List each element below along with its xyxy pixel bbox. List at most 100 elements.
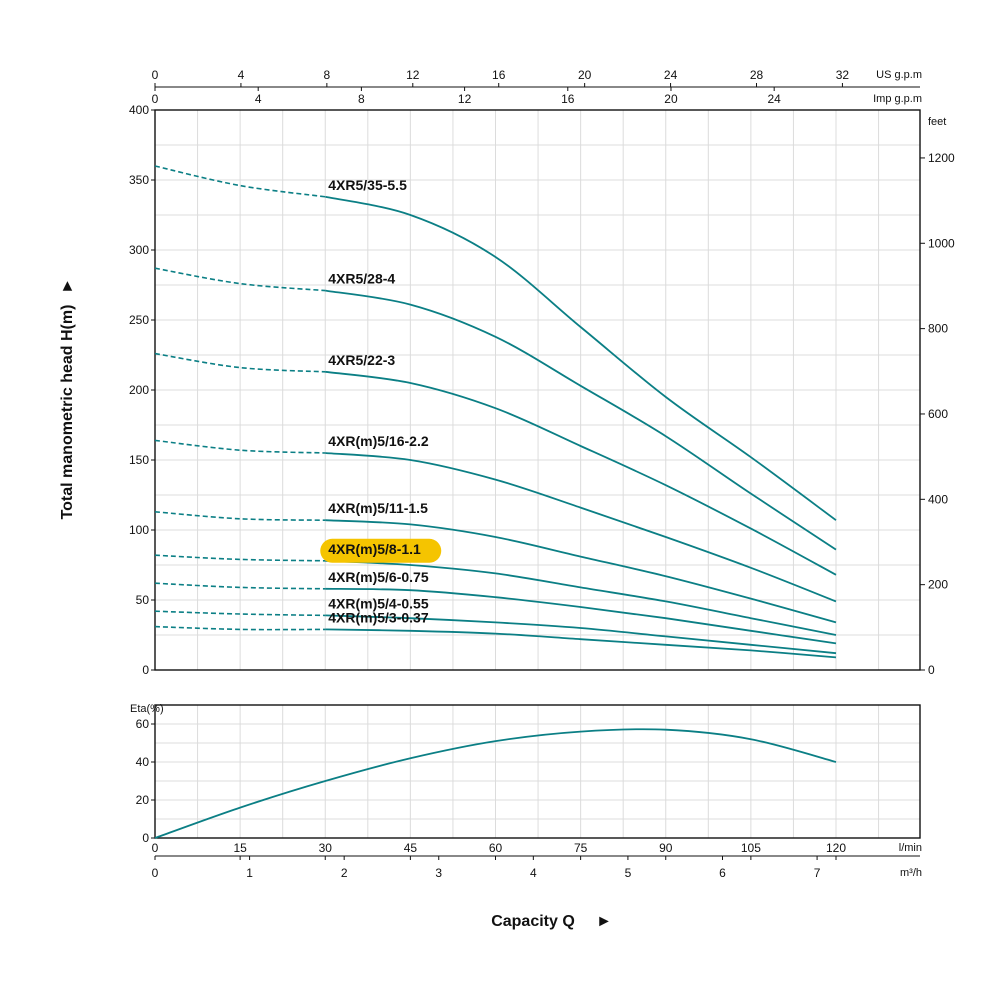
lmin-tick-label: 45: [404, 841, 418, 855]
x-axis-arrow-icon: ►: [596, 913, 612, 930]
y-tick-label: 100: [129, 523, 149, 537]
curve-label: 4XR(m)5/11-1.5: [328, 500, 428, 516]
m3h-tick-label: 5: [625, 866, 632, 880]
curve-solid-segment: [325, 519, 837, 624]
y-tick-label: 150: [129, 453, 149, 467]
us-gpm-tick-label: 16: [492, 68, 506, 82]
imp-gpm-tick-label: 8: [358, 92, 365, 106]
top-axis-2-ticks: 0 4 8 12 16 20 24: [152, 87, 781, 106]
curve-dashed-segment: [154, 511, 326, 521]
us-gpm-tick-label: 32: [836, 68, 850, 82]
curve-solid-segment: [325, 614, 837, 655]
m3h-tick-label: 2: [341, 866, 348, 880]
feet-tick-label: 800: [928, 322, 948, 336]
m3h-tick-label: 6: [719, 866, 726, 880]
us-gpm-tick-label: 24: [664, 68, 678, 82]
curve-solid-segment: [325, 587, 837, 645]
us-gpm-tick-label: 12: [406, 68, 420, 82]
m3h-tick-label: 0: [152, 866, 159, 880]
y-tick-label: 300: [129, 243, 149, 257]
imp-gpm-tick-label: 24: [767, 92, 781, 106]
m3h-tick-label: 3: [435, 866, 442, 880]
eta-plot-frame: [154, 704, 921, 839]
us-gpm-tick-label: 0: [152, 68, 159, 82]
head-grid: [155, 110, 920, 670]
eta-y-ticks: 0 20 40 60: [136, 717, 155, 845]
eta-axis-label: Eta(%): [130, 703, 164, 715]
imp-gpm-tick-label: 16: [561, 92, 575, 106]
eta-curve-group: [154, 728, 837, 839]
curve-dashed-segment: [154, 439, 326, 454]
y-tick-label: 350: [129, 173, 149, 187]
head-y-ticks: 0 50 100 150 200 250 300 350 400: [129, 103, 155, 677]
lmin-tick-label: 120: [826, 841, 846, 855]
curve-dashed-segment: [154, 554, 326, 562]
y-tick-label: 250: [129, 313, 149, 327]
lmin-tick-label: 90: [659, 841, 673, 855]
lmin-tick-label: 60: [489, 841, 503, 855]
imp-gpm-tick-label: 12: [458, 92, 472, 106]
head-curve-labels: 4XR5/35-5.5 4XR5/28-4 4XR5/22-3 4XR(m)5/16-…: [320, 177, 442, 625]
highlight-badge: [320, 538, 442, 563]
head-curves: [154, 165, 837, 659]
y-axis-arrow-icon: ►: [59, 278, 76, 294]
eta-tick-label: 0: [142, 831, 149, 845]
curve-solid-segment: [325, 289, 837, 551]
us-gpm-tick-label: 4: [238, 68, 245, 82]
curve-label: 4XR5/22-3: [328, 352, 395, 368]
eta-tick-label: 20: [136, 793, 150, 807]
imp-gpm-tick-label: 20: [664, 92, 678, 106]
us-gpm-tick-label: 28: [750, 68, 764, 82]
eta-tick-label: 60: [136, 717, 150, 731]
y-tick-label: 50: [136, 593, 150, 607]
m3h-tick-label: 1: [246, 866, 253, 880]
bottom-axis-1-unit: l/min: [899, 842, 922, 854]
curve-dashed-segment: [154, 610, 326, 617]
curve-label: 4XR(m)5/16-2.2: [328, 433, 429, 449]
top-axis-2-unit: Imp g.p.m: [873, 93, 922, 105]
imp-gpm-tick-label: 0: [152, 92, 159, 106]
lmin-tick-label: 105: [741, 841, 761, 855]
curve-dashed-segment: [154, 625, 326, 631]
bottom-axis-1-ticks: 0 15 30 45 60 75 90 105 120: [152, 841, 846, 860]
feet-y-ticks: 0 200 400 600 800 1000 1200: [920, 151, 955, 677]
y-axis-title-group: Total manometric head H(m) ►: [59, 278, 76, 519]
us-gpm-tick-label: 8: [324, 68, 331, 82]
curve-solid-segment: [325, 559, 837, 636]
curve-solid-segment: [325, 628, 837, 659]
lmin-tick-label: 0: [152, 841, 159, 855]
feet-tick-label: 200: [928, 578, 948, 592]
x-axis-title: Capacity Q: [491, 913, 575, 930]
imp-gpm-tick-label: 4: [255, 92, 262, 106]
eta-grid: [155, 705, 920, 838]
eta-curve: [154, 728, 837, 839]
feet-tick-label: 1000: [928, 236, 955, 250]
curve-label: 4XR(m)5/6-0.75: [328, 569, 429, 585]
us-gpm-tick-label: 20: [578, 68, 592, 82]
curve-dashed-segment: [154, 582, 326, 590]
top-axis-1-ticks: 0 4 8 12 16 20 24 28 32: [152, 68, 850, 87]
curve-solid-segment: [325, 452, 837, 603]
feet-tick-label: 400: [928, 492, 948, 506]
curve-label: 4XR(m)5/8-1.1: [328, 541, 421, 557]
lmin-tick-label: 30: [319, 841, 333, 855]
curve-label: 4XR(m)5/3-0.37: [328, 609, 429, 625]
curve-solid-segment: [325, 370, 837, 576]
lmin-tick-label: 15: [233, 841, 247, 855]
curve-label: 4XR(m)5/4-0.55: [328, 595, 429, 611]
curve-label: 4XR5/28-4: [328, 271, 395, 287]
curve-dashed-segment: [154, 352, 326, 373]
feet-tick-label: 1200: [928, 151, 955, 165]
y-tick-label: 400: [129, 103, 149, 117]
curve-label: 4XR5/35-5.5: [328, 177, 407, 193]
y-axis-title: Total manometric head H(m): [59, 305, 76, 520]
top-axes: US g.p.m Imp g.p.m 0 4 8 12 16 20 24 28 32 0 4 8 12…: [152, 68, 922, 106]
feet-tick-label: 600: [928, 407, 948, 421]
feet-unit-label: feet: [928, 116, 946, 128]
curve-solid-segment: [325, 195, 837, 521]
top-axis-1-unit: US g.p.m: [876, 69, 922, 81]
y-tick-label: 0: [142, 663, 149, 677]
lmin-tick-label: 75: [574, 841, 588, 855]
